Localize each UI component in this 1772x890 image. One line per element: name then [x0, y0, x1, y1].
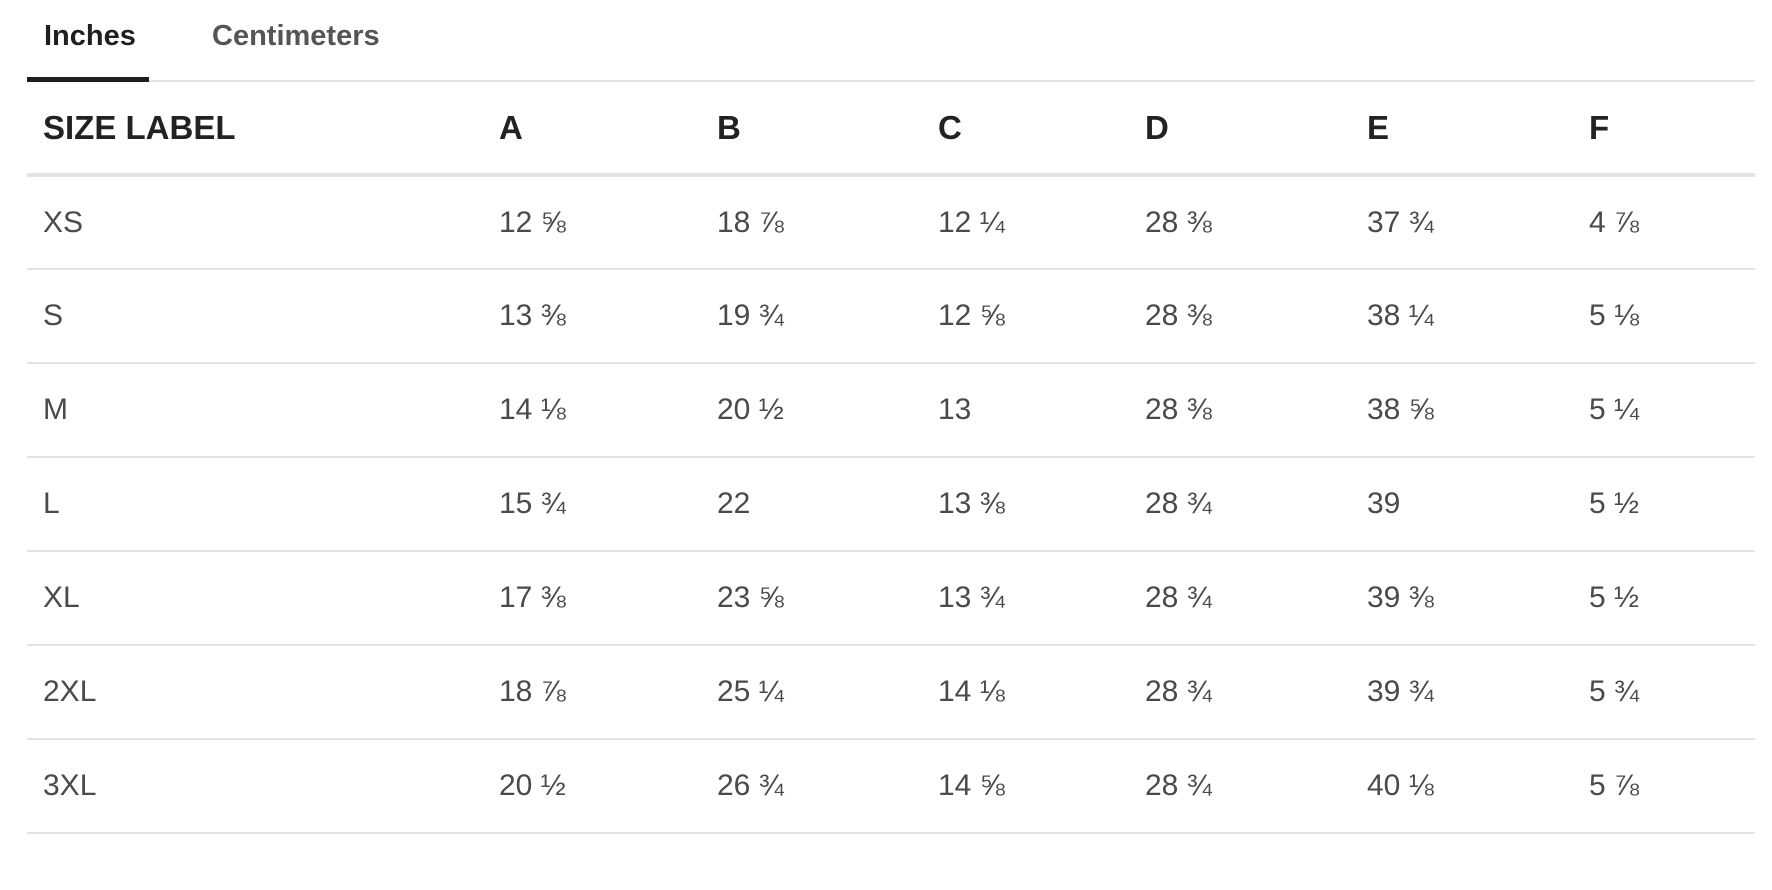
table-body: XS 12 ⅝ 18 ⅞ 12 ¼ 28 ⅜ 37 ¾ 4 ⅞ S 13 ⅜ 1… [27, 175, 1755, 834]
header-d: D [1129, 82, 1351, 177]
measurement-cell: 39 ¾ [1351, 645, 1573, 740]
measurement-cell: 13 ⅜ [483, 269, 701, 364]
measurement-cell: 13 [922, 363, 1129, 458]
size-cell: 2XL [27, 645, 483, 740]
measurement-cell: 25 ¼ [701, 645, 922, 740]
measurement-cell: 14 ⅛ [483, 363, 701, 458]
measurement-cell: 40 ⅛ [1351, 739, 1573, 834]
measurement-cell: 5 ½ [1573, 457, 1755, 552]
tab-inches[interactable]: Inches [27, 0, 149, 82]
measurement-cell: 37 ¾ [1351, 175, 1573, 270]
size-cell: M [27, 363, 483, 458]
table-header: SIZE LABEL A B C D E F [27, 82, 1755, 177]
measurement-cell: 12 ¼ [922, 175, 1129, 270]
measurement-cell: 5 ¼ [1573, 363, 1755, 458]
measurement-cell: 38 ¼ [1351, 269, 1573, 364]
measurement-cell: 22 [701, 457, 922, 552]
measurement-cell: 20 ½ [483, 739, 701, 834]
size-cell: S [27, 269, 483, 364]
size-cell: XL [27, 551, 483, 646]
size-cell: L [27, 457, 483, 552]
header-size-label: SIZE LABEL [27, 82, 483, 177]
measurement-cell: 23 ⅝ [701, 551, 922, 646]
measurement-cell: 39 [1351, 457, 1573, 552]
unit-tabs: Inches Centimeters [27, 0, 1755, 82]
measurement-cell: 20 ½ [701, 363, 922, 458]
table-row: S 13 ⅜ 19 ¾ 12 ⅝ 28 ⅜ 38 ¼ 5 ⅛ [27, 269, 1755, 364]
measurement-cell: 14 ⅛ [922, 645, 1129, 740]
measurement-cell: 13 ⅜ [922, 457, 1129, 552]
header-row: SIZE LABEL A B C D E F [27, 82, 1755, 177]
measurement-cell: 13 ¾ [922, 551, 1129, 646]
measurement-cell: 18 ⅞ [701, 175, 922, 270]
measurement-cell: 19 ¾ [701, 269, 922, 364]
header-c: C [922, 82, 1129, 177]
measurement-cell: 17 ⅜ [483, 551, 701, 646]
measurement-cell: 28 ⅜ [1129, 363, 1351, 458]
measurement-cell: 5 ⅞ [1573, 739, 1755, 834]
tab-centimeters[interactable]: Centimeters [212, 20, 380, 52]
table-row: L 15 ¾ 22 13 ⅜ 28 ¾ 39 5 ½ [27, 457, 1755, 552]
measurement-cell: 38 ⅝ [1351, 363, 1573, 458]
header-a: A [483, 82, 701, 177]
size-cell: XS [27, 175, 483, 270]
table-row: 3XL 20 ½ 26 ¾ 14 ⅝ 28 ¾ 40 ⅛ 5 ⅞ [27, 739, 1755, 834]
table-row: 2XL 18 ⅞ 25 ¼ 14 ⅛ 28 ¾ 39 ¾ 5 ¾ [27, 645, 1755, 740]
measurement-cell: 28 ¾ [1129, 739, 1351, 834]
table-row: XS 12 ⅝ 18 ⅞ 12 ¼ 28 ⅜ 37 ¾ 4 ⅞ [27, 175, 1755, 270]
measurement-cell: 39 ⅜ [1351, 551, 1573, 646]
header-b: B [701, 82, 922, 177]
measurement-cell: 28 ⅜ [1129, 175, 1351, 270]
measurement-cell: 5 ½ [1573, 551, 1755, 646]
measurement-cell: 4 ⅞ [1573, 175, 1755, 270]
measurement-cell: 28 ¾ [1129, 457, 1351, 552]
measurement-cell: 18 ⅞ [483, 645, 701, 740]
measurement-cell: 28 ⅜ [1129, 269, 1351, 364]
header-e: E [1351, 82, 1573, 177]
measurement-cell: 12 ⅝ [483, 175, 701, 270]
measurement-cell: 5 ¾ [1573, 645, 1755, 740]
header-f: F [1573, 82, 1755, 177]
measurement-cell: 28 ¾ [1129, 551, 1351, 646]
measurement-cell: 14 ⅝ [922, 739, 1129, 834]
measurement-cell: 15 ¾ [483, 457, 701, 552]
measurement-cell: 26 ¾ [701, 739, 922, 834]
table-row: XL 17 ⅜ 23 ⅝ 13 ¾ 28 ¾ 39 ⅜ 5 ½ [27, 551, 1755, 646]
size-chart-table: SIZE LABEL A B C D E F XS 12 ⅝ 18 ⅞ 12 ¼… [27, 82, 1755, 834]
size-cell: 3XL [27, 739, 483, 834]
measurement-cell: 28 ¾ [1129, 645, 1351, 740]
measurement-cell: 12 ⅝ [922, 269, 1129, 364]
measurement-cell: 5 ⅛ [1573, 269, 1755, 364]
table-row: M 14 ⅛ 20 ½ 13 28 ⅜ 38 ⅝ 5 ¼ [27, 363, 1755, 458]
